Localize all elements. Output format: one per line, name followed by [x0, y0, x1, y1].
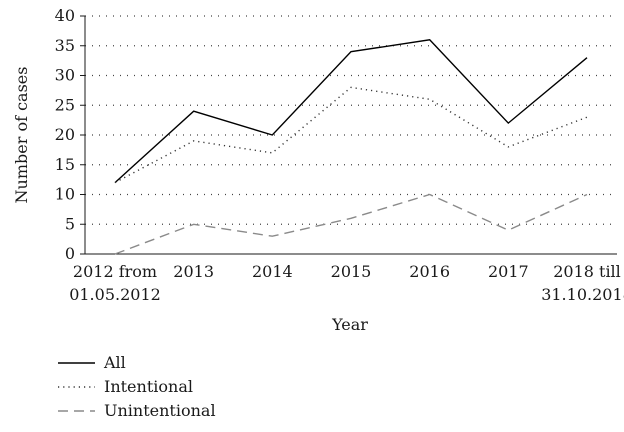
y-tick-labels: 0 5 10 15 20 25 30 35 40 — [55, 6, 75, 263]
legend-label-intentional: Intentional — [104, 377, 193, 396]
y-tick-label: 40 — [55, 6, 75, 25]
x-tick-label: 2016 — [409, 262, 450, 281]
x-tick-label: 2014 — [252, 262, 293, 281]
y-tick-label: 15 — [55, 155, 75, 174]
x-tick-label: 2012 from 01.05.2012 — [69, 262, 161, 304]
y-tick-label: 30 — [55, 66, 75, 85]
y-tick-label: 35 — [55, 36, 75, 55]
y-tick-label: 5 — [65, 214, 75, 233]
y-tick-label: 25 — [55, 95, 75, 114]
legend: All Intentional Unintentional — [58, 353, 216, 420]
legend-label-all: All — [103, 353, 126, 372]
series-line-all — [114, 39, 588, 184]
x-tick-label: 2017 — [488, 262, 529, 281]
y-tick-label: 0 — [65, 244, 75, 263]
grid-lines — [85, 15, 617, 225]
legend-label-unintentional: Unintentional — [104, 401, 216, 420]
y-axis-title: Number of cases — [12, 67, 31, 204]
x-axis-title: Year — [331, 315, 368, 334]
y-tick-label: 20 — [55, 125, 75, 144]
y-tick-label: 10 — [55, 185, 75, 204]
axes — [80, 15, 617, 255]
x-tick-label: 2015 — [331, 262, 372, 281]
x-tick-label: 2018 till 31.10.2018 — [541, 262, 624, 304]
x-tick-labels: 2012 from 01.05.2012 2013 2014 2015 2016 2017 2… — [69, 262, 624, 304]
series-lines — [114, 39, 588, 255]
series-line-intentional — [114, 86, 588, 184]
series-line-unintentional — [114, 193, 588, 255]
x-tick-label: 2013 — [173, 262, 214, 281]
